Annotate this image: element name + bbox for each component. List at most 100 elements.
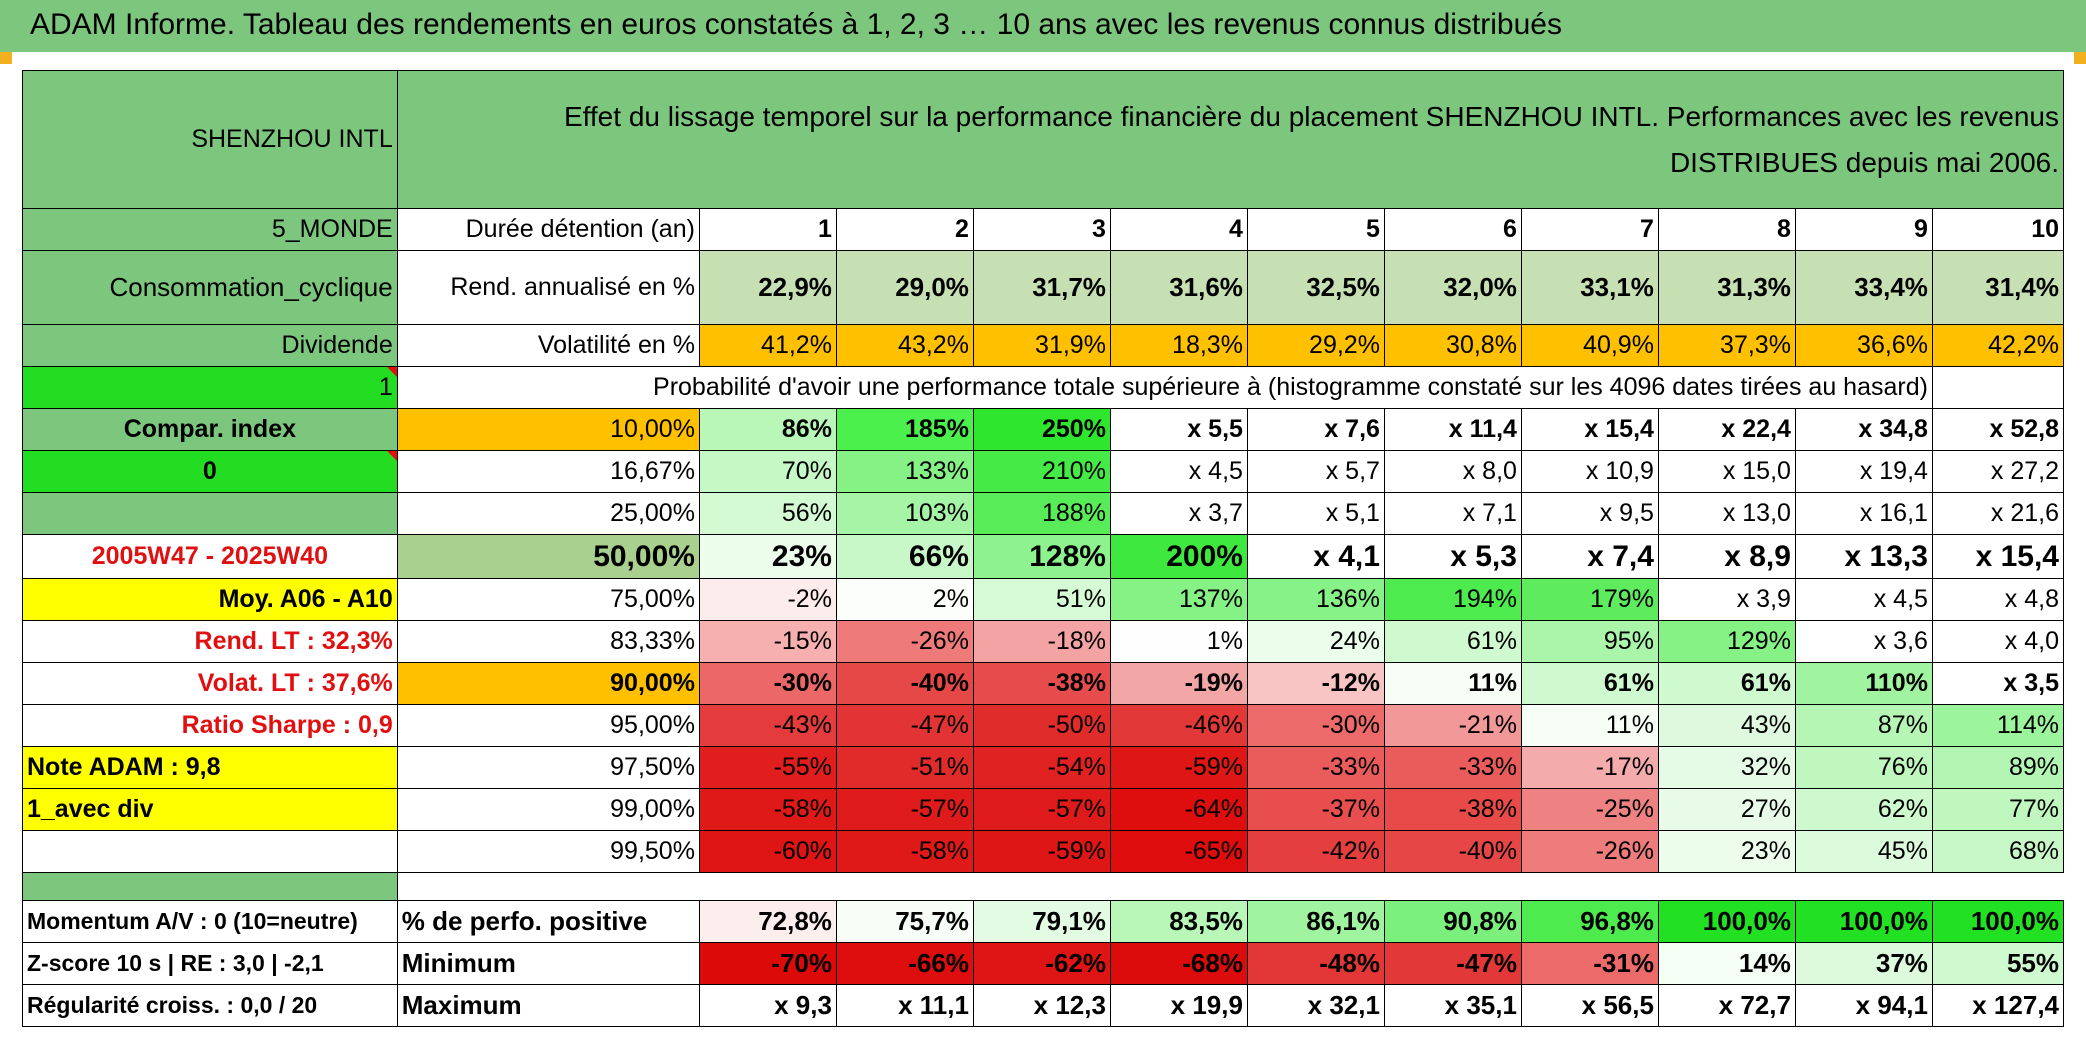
- min-value: 37%: [1794, 942, 1933, 985]
- empty-white-cell: [22, 830, 398, 873]
- percentile-row: 25,00% 56% 103% 188% x 3,7 x 5,1 x 7,1 x 9,5 x 1…: [22, 492, 2065, 535]
- percentile-value: -38%: [972, 662, 1111, 705]
- vol-value: 40,9%: [1520, 324, 1659, 367]
- percentile-value: 179%: [1520, 578, 1659, 621]
- percentile-value: -46%: [1109, 704, 1248, 747]
- rend-value-text: 31,3%: [1717, 272, 1791, 302]
- regularite-label-row-label: Maximum: [396, 984, 700, 1027]
- percentile-value-text: x 7,1: [1462, 499, 1517, 527]
- rend-label: Rend. annualisé en %: [450, 273, 695, 301]
- percentile-value: -38%: [1383, 788, 1522, 831]
- max-value: x 32,1: [1246, 984, 1385, 1027]
- percentile-value: -19%: [1109, 662, 1248, 705]
- percentile-value: -57%: [972, 788, 1111, 831]
- percentile-label: 16,67%: [396, 450, 700, 493]
- asset-name: SHENZHOU INTL: [191, 125, 393, 153]
- percentile-value: -2%: [698, 578, 837, 621]
- pos-value: 79,1%: [972, 900, 1111, 943]
- spacer-row: [22, 872, 2064, 901]
- percentile-value-text: x 3,5: [2003, 669, 2059, 697]
- prob-label-cell: Probabilité d'avoir une performance tota…: [396, 366, 1933, 409]
- percentile-value: -18%: [972, 620, 1111, 663]
- percentile-value: x 19,4: [1794, 450, 1933, 493]
- max-value-text: x 11,1: [898, 990, 969, 1020]
- percentile-value-text: -60%: [773, 837, 832, 865]
- percentile-label-text: 10,00%: [610, 415, 695, 443]
- header-description-cell: Effet du lissage temporel sur la perform…: [396, 70, 2065, 209]
- duration-header-text: 9: [1914, 215, 1928, 243]
- duration-header-text: 7: [1640, 215, 1654, 243]
- percentile-value: 56%: [698, 492, 837, 535]
- percentile-value-text: -40%: [910, 669, 969, 697]
- max-value-text: x 19,9: [1170, 990, 1243, 1020]
- percentile-value-text: 45%: [1877, 837, 1928, 865]
- rend-value: 31,4%: [1931, 250, 2065, 325]
- momentum-label: Momentum A/V : 0 (10=neutre): [22, 900, 398, 943]
- percentile-value-text: -58%: [910, 837, 969, 865]
- percentile-label: 99,50%: [396, 830, 700, 873]
- corner-marker: [2074, 52, 2086, 64]
- percentile-row: Compar. index 10,00% 86% 185% 250% x 5,5 x 7,6…: [22, 408, 2065, 451]
- percentile-value: 11%: [1520, 704, 1659, 747]
- rend-value: 33,1%: [1520, 250, 1659, 325]
- percentile-value-text: x 15,4: [1975, 539, 2059, 573]
- duration-header: 9: [1794, 208, 1933, 251]
- percentile-value-text: 70%: [781, 457, 832, 485]
- min-value: -68%: [1109, 942, 1248, 985]
- rend-lt-label: Rend. LT : 32,3%: [22, 620, 398, 663]
- percentile-value: 51%: [972, 578, 1111, 621]
- pos-value: 90,8%: [1383, 900, 1522, 943]
- percentile-value-text: x 8,9: [1724, 539, 1791, 573]
- vol-label-cell: Volatilité en %: [396, 324, 700, 367]
- percentile-value-text: x 4,5: [1873, 585, 1928, 613]
- percentile-value: -59%: [972, 830, 1111, 873]
- min-value-text: -48%: [1319, 948, 1380, 978]
- min-value-text: -47%: [1456, 948, 1517, 978]
- max-value: x 19,9: [1109, 984, 1248, 1027]
- percentile-value-text: -37%: [1321, 795, 1380, 823]
- percentile-value-text: x 5,1: [1325, 499, 1380, 527]
- percentile-value-text: 210%: [1041, 457, 1106, 485]
- percentile-value-text: 87%: [1877, 711, 1928, 739]
- percentile-label-text: 90,00%: [610, 669, 695, 697]
- percentile-value-text: x 5,5: [1187, 415, 1243, 443]
- percentile-value: 89%: [1931, 746, 2065, 789]
- rend-value-text: 32,0%: [1443, 272, 1517, 302]
- min-value: -47%: [1383, 942, 1522, 985]
- percentile-value-text: x 16,1: [1859, 499, 1928, 527]
- pos-value-text: 100,0%: [1839, 906, 1928, 936]
- vol-value-text: 40,9%: [1583, 331, 1654, 359]
- percentile-value-text: -54%: [1047, 753, 1106, 781]
- percentile-value-text: 23%: [1740, 837, 1791, 865]
- vol-value-text: 36,6%: [1857, 331, 1928, 359]
- percentile-row: Moy. A06 - A10 75,00% -2% 2% 51% 137% 136% 194%…: [22, 578, 2065, 621]
- regularite-label: Régularité croiss. : 0,0 / 20: [22, 984, 398, 1027]
- max-value-text: x 9,3: [774, 990, 832, 1020]
- percentile-value: x 8,0: [1383, 450, 1522, 493]
- percentile-value-text: x 4,5: [1188, 457, 1243, 485]
- percentile-value: x 13,3: [1794, 534, 1933, 579]
- income-cell: Dividende: [22, 324, 398, 367]
- percentile-value-text: -51%: [910, 753, 969, 781]
- note-adam-label-text: Note ADAM : 9,8: [27, 753, 221, 781]
- pos-value-text: 90,8%: [1443, 906, 1517, 936]
- performance-table: SHENZHOU INTL Effet du lissage temporel …: [22, 70, 2065, 1027]
- percentile-label: 90,00%: [396, 662, 700, 705]
- spacer-green: [22, 872, 398, 901]
- percentile-value-text: 61%: [1603, 669, 1654, 697]
- percentile-value: -33%: [1383, 746, 1522, 789]
- rend-value-text: 29,0%: [895, 272, 969, 302]
- percentile-value-text: 2%: [932, 585, 969, 613]
- vol-value: 41,2%: [698, 324, 837, 367]
- percentile-row: Ratio Sharpe : 0,9 95,00% -43% -47% -50% -46%…: [22, 704, 2065, 747]
- percentile-value-text: 188%: [1041, 499, 1106, 527]
- vol-value: 43,2%: [835, 324, 974, 367]
- percentile-value-text: -17%: [1595, 753, 1654, 781]
- percentile-row: Rend. LT : 32,3% 83,33% -15% -26% -18% 1% 24% 6…: [22, 620, 2065, 663]
- duration-label-cell: Durée détention (an): [396, 208, 700, 251]
- percentile-value-text: -19%: [1184, 669, 1243, 697]
- duration-header: 1: [698, 208, 837, 251]
- duration-header: 10: [1931, 208, 2065, 251]
- percentile-value: -30%: [1246, 704, 1385, 747]
- percentile-value: x 4,0: [1931, 620, 2065, 663]
